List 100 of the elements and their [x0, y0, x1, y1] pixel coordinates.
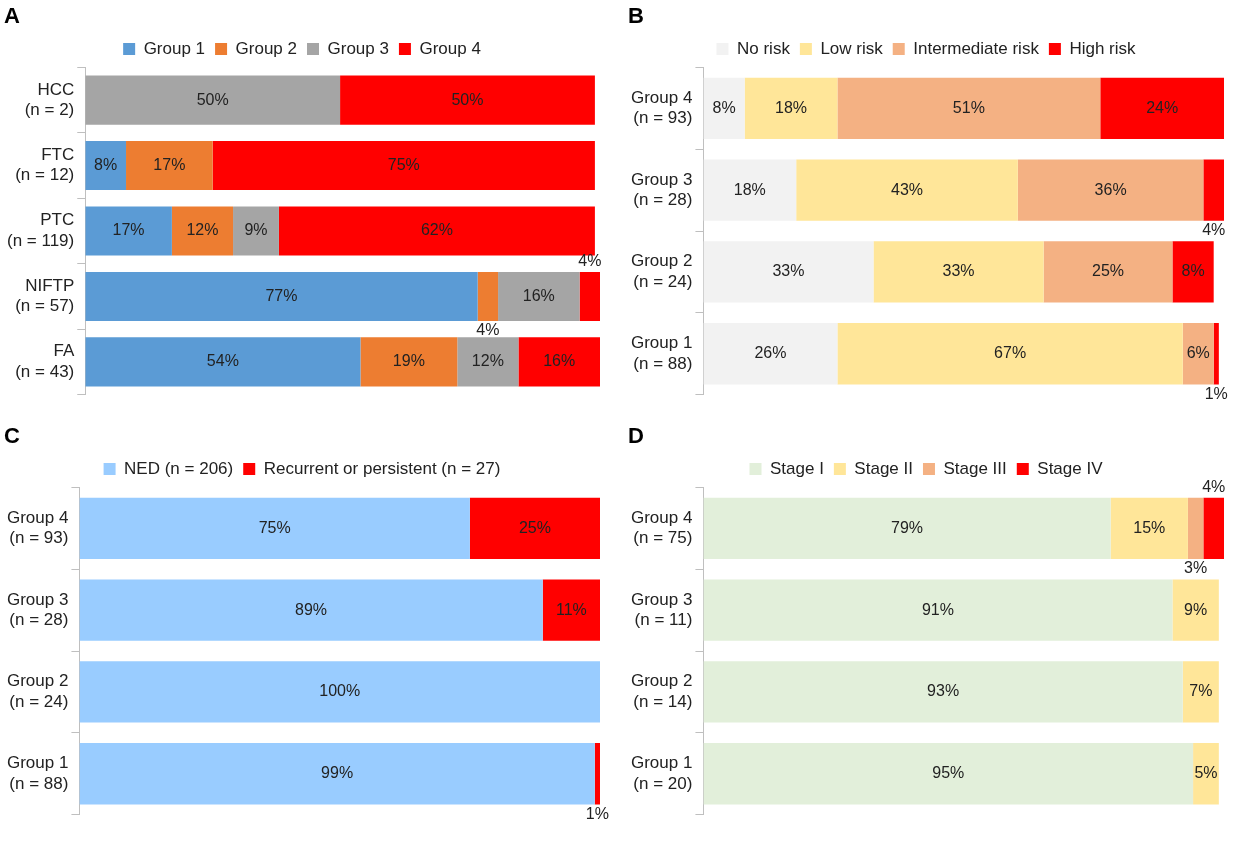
data-label: 50%: [196, 90, 229, 108]
bar: [79, 497, 470, 559]
bar: [518, 337, 600, 387]
bar: [837, 323, 1183, 385]
bar: [469, 497, 600, 559]
data-label: 33%: [772, 262, 805, 280]
data-label: 17%: [112, 221, 145, 239]
bar: [498, 271, 580, 321]
legend-label: Group 2: [235, 38, 298, 58]
y-tick-label: Group 3 (n = 28): [630, 169, 693, 209]
bar: [233, 206, 279, 256]
y-tick-label: Group 1 (n = 88): [630, 333, 693, 373]
data-label: 4%: [476, 321, 500, 339]
bar: [703, 743, 1194, 805]
data-label: 5%: [1194, 764, 1218, 782]
data-label: 1%: [1204, 384, 1228, 402]
data-label: 25%: [518, 518, 551, 536]
data-label: 4%: [1202, 221, 1226, 239]
bar: [1017, 159, 1204, 221]
data-label: 12%: [186, 221, 219, 239]
bar: [594, 743, 600, 805]
bar: [477, 271, 499, 321]
data-label: 100%: [319, 682, 361, 700]
data-label: 18%: [733, 180, 766, 198]
data-label: 51%: [952, 98, 985, 116]
bar: [171, 206, 234, 256]
bar: [85, 75, 341, 125]
y-tick-label: FTC (n = 12): [15, 145, 75, 185]
data-label: 67%: [994, 344, 1027, 362]
data-label: 54%: [206, 352, 239, 370]
bar: [85, 206, 172, 256]
bar: [79, 579, 543, 641]
bar: [542, 579, 600, 641]
legend-label: Stage IV: [1037, 458, 1104, 478]
data-label: 15%: [1133, 518, 1166, 536]
data-label: 99%: [321, 764, 354, 782]
legend-label: Group 4: [419, 38, 481, 58]
bar: [1182, 323, 1214, 385]
legend-label: Recurrent or persistent (n = 27): [263, 458, 501, 478]
legend-label: Group 1: [143, 38, 206, 58]
data-label: 75%: [258, 518, 291, 536]
bar: [796, 159, 1018, 221]
data-label: 1%: [585, 804, 609, 822]
bar: [703, 241, 874, 303]
data-label: 4%: [1202, 478, 1226, 496]
y-tick-label: Group 2 (n = 24): [630, 251, 693, 291]
y-tick-label: Group 4 (n = 93): [6, 507, 69, 548]
legend-label: High risk: [1069, 38, 1137, 58]
bar: [360, 337, 458, 387]
data-label: 8%: [1181, 262, 1205, 280]
bar: [340, 75, 595, 125]
bar: [703, 661, 1183, 723]
bar: [873, 241, 1044, 303]
data-label: 11%: [555, 600, 587, 618]
bar: [1213, 323, 1219, 385]
data-label: 33%: [942, 262, 975, 280]
bar: [79, 743, 595, 805]
chart-title: D: [628, 423, 644, 449]
data-label: 4%: [578, 252, 602, 270]
y-tick-label: Group 3 (n = 11): [630, 589, 693, 629]
data-label: 19%: [392, 352, 425, 370]
y-tick-label: Group 4 (n = 93): [630, 87, 693, 128]
legend-label: Stage III: [943, 458, 1007, 478]
data-label: 16%: [522, 286, 555, 304]
bar: [126, 141, 213, 191]
bar: [1100, 77, 1224, 139]
data-label: 93%: [927, 682, 960, 700]
data-label: 95%: [932, 764, 965, 782]
data-label: 91%: [921, 600, 954, 618]
bar: [703, 77, 745, 139]
legend-label: No risk: [736, 38, 791, 58]
bar: [212, 141, 595, 191]
data-label: 89%: [295, 600, 328, 618]
y-tick-label: Group 2 (n = 14): [630, 671, 693, 711]
bar: [1182, 661, 1219, 723]
data-label: 17%: [153, 155, 186, 173]
data-label: 8%: [94, 155, 118, 173]
bar: [703, 579, 1173, 641]
data-label: 24%: [1146, 98, 1179, 116]
data-label: 79%: [891, 518, 924, 536]
bar: [457, 337, 519, 387]
data-label: 9%: [1184, 600, 1208, 618]
chart-title: A: [4, 3, 20, 29]
data-label: 25%: [1092, 262, 1125, 280]
bar: [278, 206, 595, 256]
bar: [1203, 497, 1224, 559]
data-label: 3%: [1184, 559, 1208, 577]
bar: [1187, 497, 1204, 559]
legend-label: Group 3: [327, 38, 389, 58]
bar: [79, 661, 600, 723]
bar: [703, 323, 838, 385]
y-tick-label: NIFTP (n = 57): [15, 275, 75, 316]
bar: [85, 271, 478, 321]
chart-title: C: [4, 423, 20, 449]
bar: [1043, 241, 1173, 303]
y-tick-label: HCC (n = 2): [24, 79, 75, 120]
legend-label: Stage I: [770, 458, 824, 478]
bar: [1110, 497, 1188, 559]
data-label: 7%: [1189, 682, 1213, 700]
bar: [703, 497, 1111, 559]
